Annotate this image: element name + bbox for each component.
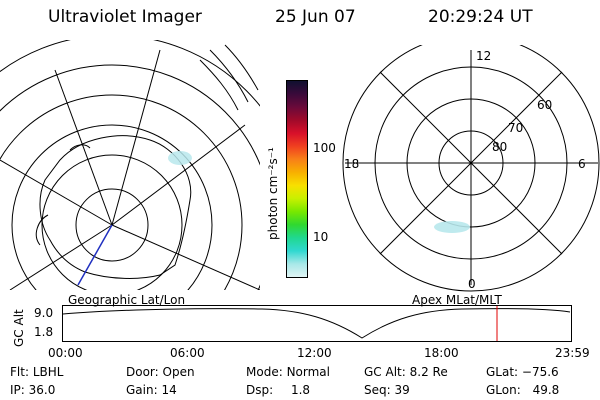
filter-label: Flt:	[10, 365, 29, 379]
coastline-detail	[35, 144, 91, 246]
ip-label: IP:	[10, 383, 25, 397]
altitude-xtick-1200: 12:00	[297, 346, 332, 360]
gc-alt-value: 8.2 Re	[409, 365, 448, 379]
lon-line	[111, 49, 161, 226]
lat-circle	[0, 64, 260, 290]
filter-info: Flt: LBHL	[10, 365, 63, 379]
mlat-label-60: 60	[537, 98, 552, 112]
mlat-label-80: 80	[492, 140, 507, 154]
header-time: 20:29:24 UT	[428, 7, 533, 27]
seq-info: Seq: 39	[364, 383, 410, 397]
dsp-value: 1.8	[290, 383, 311, 397]
filter-value: LBHL	[32, 365, 64, 379]
glat-info: GLat: −75.6	[486, 365, 559, 379]
door-value: Open	[162, 365, 195, 379]
altitude-xtick-1800: 18:00	[424, 346, 459, 360]
lat-circle	[0, 94, 243, 290]
instrument-title: Ultraviolet Imager	[48, 7, 202, 27]
lon-line	[54, 69, 113, 226]
geographic-map	[0, 40, 260, 290]
mode-label: Mode:	[246, 365, 283, 379]
gain-label: Gain:	[126, 383, 158, 397]
seq-value: 39	[394, 383, 410, 397]
polar-plot: 12 18 6 0 60 70 80	[342, 45, 600, 292]
lat-circle	[0, 40, 260, 107]
lat-circle	[41, 154, 183, 290]
lon-line	[9, 224, 113, 290]
mode-info: Mode: Normal	[246, 365, 330, 379]
meridian-marker	[77, 224, 113, 286]
glat-value: −75.6	[521, 365, 559, 379]
altitude-xtick-0600: 06:00	[170, 346, 205, 360]
altitude-xtick-0000: 00:00	[48, 346, 83, 360]
polar-plot-caption: Apex MLat/MLT	[412, 293, 502, 307]
mlat-circle-50	[342, 45, 600, 292]
altitude-ytick-max: 9.0	[34, 306, 54, 320]
altitude-curve	[62, 308, 571, 339]
door-label: Door:	[126, 365, 159, 379]
lon-line	[111, 224, 260, 290]
aurora-emission	[434, 221, 470, 233]
dsp-label: Dsp:	[246, 383, 274, 397]
seq-label: Seq:	[364, 383, 391, 397]
coastline-detail	[199, 44, 259, 111]
mlt-label-6: 6	[578, 157, 586, 171]
altitude-ytick-min: 1.8	[34, 325, 54, 339]
colorbar-tick-10: 10	[313, 230, 329, 244]
mlt-label-18: 18	[344, 157, 359, 171]
glon-info: GLon: 49.8	[486, 383, 559, 397]
glon-value: 49.8	[532, 383, 560, 397]
altitude-plot	[62, 305, 572, 342]
altitude-plot-frame	[62, 305, 572, 342]
gc-alt-label: GC Alt:	[364, 365, 406, 379]
mlt-label-0: 0	[468, 277, 476, 291]
mlat-label-70: 70	[508, 121, 523, 135]
aurora-emission	[168, 151, 192, 165]
glat-label: GLat:	[486, 365, 519, 379]
door-info: Door: Open	[126, 365, 195, 379]
lon-line	[111, 124, 246, 226]
colorbar	[286, 80, 308, 278]
colorbar-tick-100: 100	[313, 141, 336, 155]
gain-info: Gain: 14	[126, 383, 177, 397]
dsp-info: Dsp: 1.8	[246, 383, 310, 397]
lon-line	[0, 159, 113, 226]
header-date: 25 Jun 07	[275, 7, 356, 27]
ip-info: IP: 36.0	[10, 383, 55, 397]
left-map-caption: Geographic Lat/Lon	[68, 293, 186, 307]
glon-label: GLon:	[486, 383, 521, 397]
mode-value: Normal	[286, 365, 330, 379]
altitude-xtick-2359: 23:59	[555, 346, 590, 360]
antarctica-outline	[39, 135, 192, 279]
mlt-diagonal	[379, 71, 563, 255]
lat-circle	[75, 188, 149, 262]
altitude-ylabel: GC Alt	[12, 309, 26, 347]
gc-alt-info: GC Alt: 8.2 Re	[364, 365, 448, 379]
mlt-label-12: 12	[476, 49, 491, 63]
gain-value: 14	[161, 383, 177, 397]
colorbar-unit-label: photon cm⁻²s⁻¹	[266, 147, 280, 240]
lat-circle	[11, 124, 213, 290]
ip-value: 36.0	[28, 383, 56, 397]
